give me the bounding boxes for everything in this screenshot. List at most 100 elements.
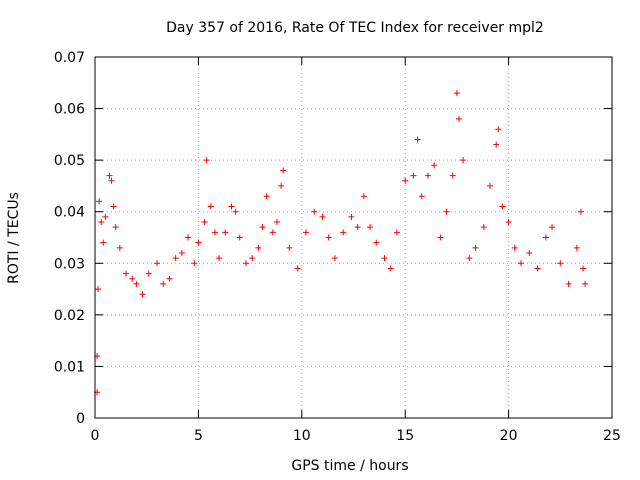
data-point [228,203,235,210]
data-point [534,265,541,272]
data-point [172,255,179,262]
y-tick-label: 0.04 [54,205,85,221]
data-point [505,219,512,226]
data-point [340,229,347,236]
x-tick-label: 10 [293,428,311,444]
data-point [106,172,113,179]
data-point [110,203,117,210]
data-point [160,280,167,287]
data-point [302,229,309,236]
data-point [100,239,107,246]
y-tick-label: 0.06 [54,102,85,118]
data-point [249,255,256,262]
data-point [255,244,262,251]
data-point [294,265,301,272]
x-tick-label: 0 [91,428,100,444]
y-tick-label: 0 [76,411,85,427]
data-point [236,234,243,241]
data-point [354,224,361,231]
data-point [263,193,270,200]
data-point [259,224,266,231]
x-tick-label: 5 [194,428,203,444]
y-tick-label: 0.01 [54,359,85,375]
data-point [195,239,202,246]
data-point [387,265,394,272]
data-point [542,234,549,241]
data-point [472,244,479,251]
data-point [495,126,502,133]
data-point [96,198,103,205]
y-tick-label: 0.07 [54,50,85,66]
y-tick-label: 0.03 [54,256,85,272]
data-point [486,182,493,189]
data-point [201,219,208,226]
y-axis-label: ROTI / TECUs [6,192,22,284]
data-point [367,224,374,231]
data-point [116,244,123,251]
data-point [418,193,425,200]
axis-ticks: 0 0.01 0.02 0.03 0.04 0.05 0.06 0.07 0 5 10 15 20 25 [54,50,621,444]
x-tick-label: 15 [396,428,414,444]
data-point [203,157,210,164]
data-point [325,234,332,241]
data-point [431,162,438,169]
data-point [319,213,326,220]
data-point [133,280,140,287]
x-tick-label: 20 [500,428,518,444]
data-point [557,260,564,267]
y-tick-label: 0.02 [54,308,85,324]
data-point [518,260,525,267]
data-point [455,115,462,122]
data-point [102,213,109,220]
data-point [410,172,417,179]
data-point [331,255,338,262]
data-point [242,260,249,267]
data-point [139,291,146,298]
data-point [280,167,287,174]
data-point [185,234,192,241]
data-point [573,244,580,251]
data-point [95,286,102,293]
data-point [154,260,161,267]
plot-frame [94,56,613,419]
grid-lines [95,57,612,418]
data-point [511,244,518,251]
data-point [414,136,421,143]
data-point [381,255,388,262]
data-point [480,224,487,231]
data-point [565,280,572,287]
data-point [222,229,229,236]
x-tick-label: 25 [603,428,621,444]
data-point [348,213,355,220]
data-point [108,177,115,184]
data-point [98,219,105,226]
data-point [232,208,239,215]
data-point [278,182,285,189]
data-points [94,90,589,396]
data-point [449,172,456,179]
data-point [424,172,431,179]
data-point [129,275,136,282]
data-point [211,229,218,236]
data-point [393,229,400,236]
data-point [466,255,473,262]
data-point [373,239,380,246]
data-point [216,255,223,262]
data-point [526,249,533,256]
y-tick-label: 0.05 [54,153,85,169]
data-point [207,203,214,210]
data-point [273,219,280,226]
data-point [269,229,276,236]
data-point [123,270,130,277]
chart-title: Day 357 of 2016, Rate Of TEC Index for r… [166,20,544,36]
data-point [443,208,450,215]
data-point [178,249,185,256]
data-point [112,224,119,231]
data-point [166,275,173,282]
data-point [453,90,460,97]
data-point [286,244,293,251]
data-point [460,157,467,164]
data-point [580,265,587,272]
data-point [577,208,584,215]
